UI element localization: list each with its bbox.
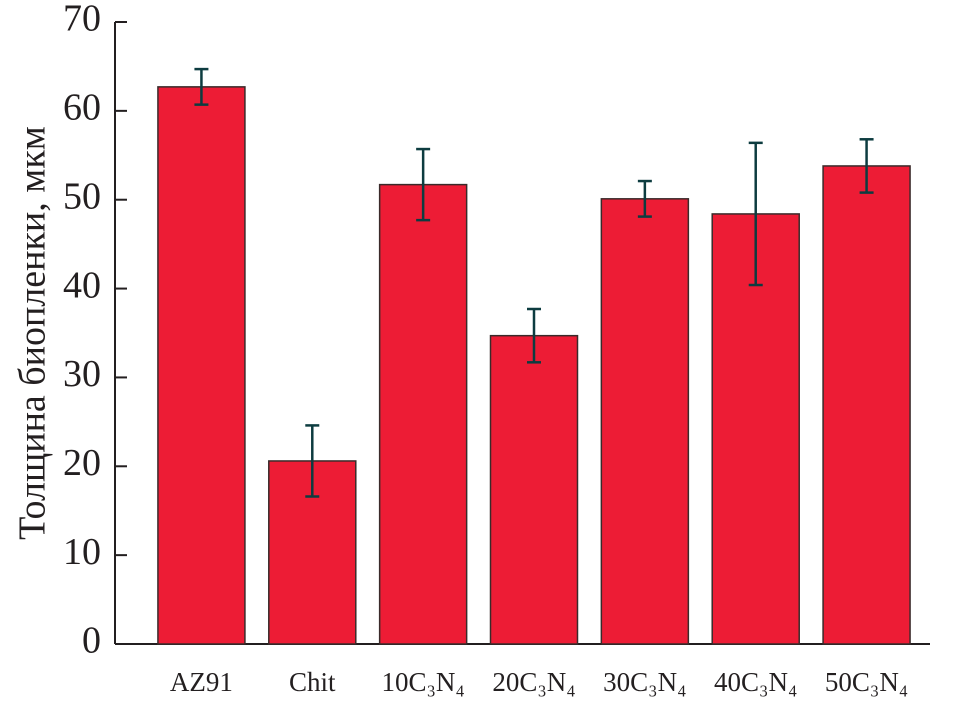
y-tick-label: 30 bbox=[63, 353, 101, 395]
x-tick-label: AZ91 bbox=[170, 667, 233, 697]
x-tick-label: 30C₃N₄ bbox=[603, 667, 686, 697]
error-bar bbox=[637, 179, 652, 218]
y-tick-label: 50 bbox=[63, 175, 101, 217]
bar bbox=[600, 198, 690, 645]
error-bar bbox=[305, 424, 320, 498]
y-tick-label: 70 bbox=[63, 0, 101, 40]
bar bbox=[489, 334, 579, 645]
y-tick-label: 20 bbox=[63, 442, 101, 484]
y-tick-label: 0 bbox=[82, 620, 101, 662]
x-tick-label: Chit bbox=[289, 667, 336, 697]
y-axis-label: Толщина биопленки, мкм bbox=[12, 126, 54, 540]
x-tick-label: 40C₃N₄ bbox=[714, 667, 797, 697]
y-tick-label: 10 bbox=[63, 531, 101, 573]
y-tick-label: 40 bbox=[63, 264, 101, 306]
x-tick-label: 10C₃N₄ bbox=[381, 667, 464, 697]
error-bar bbox=[527, 307, 541, 364]
error-bar bbox=[748, 141, 763, 287]
x-tick-label: 20C₃N₄ bbox=[492, 667, 575, 697]
error-bar bbox=[859, 138, 874, 194]
bar bbox=[822, 165, 911, 645]
error-bar bbox=[194, 67, 209, 106]
bar bbox=[378, 183, 468, 645]
error-bar bbox=[416, 147, 431, 222]
y-tick-label: 60 bbox=[63, 87, 101, 129]
x-tick-label: 50C₃N₄ bbox=[825, 667, 908, 697]
bar bbox=[157, 86, 246, 645]
